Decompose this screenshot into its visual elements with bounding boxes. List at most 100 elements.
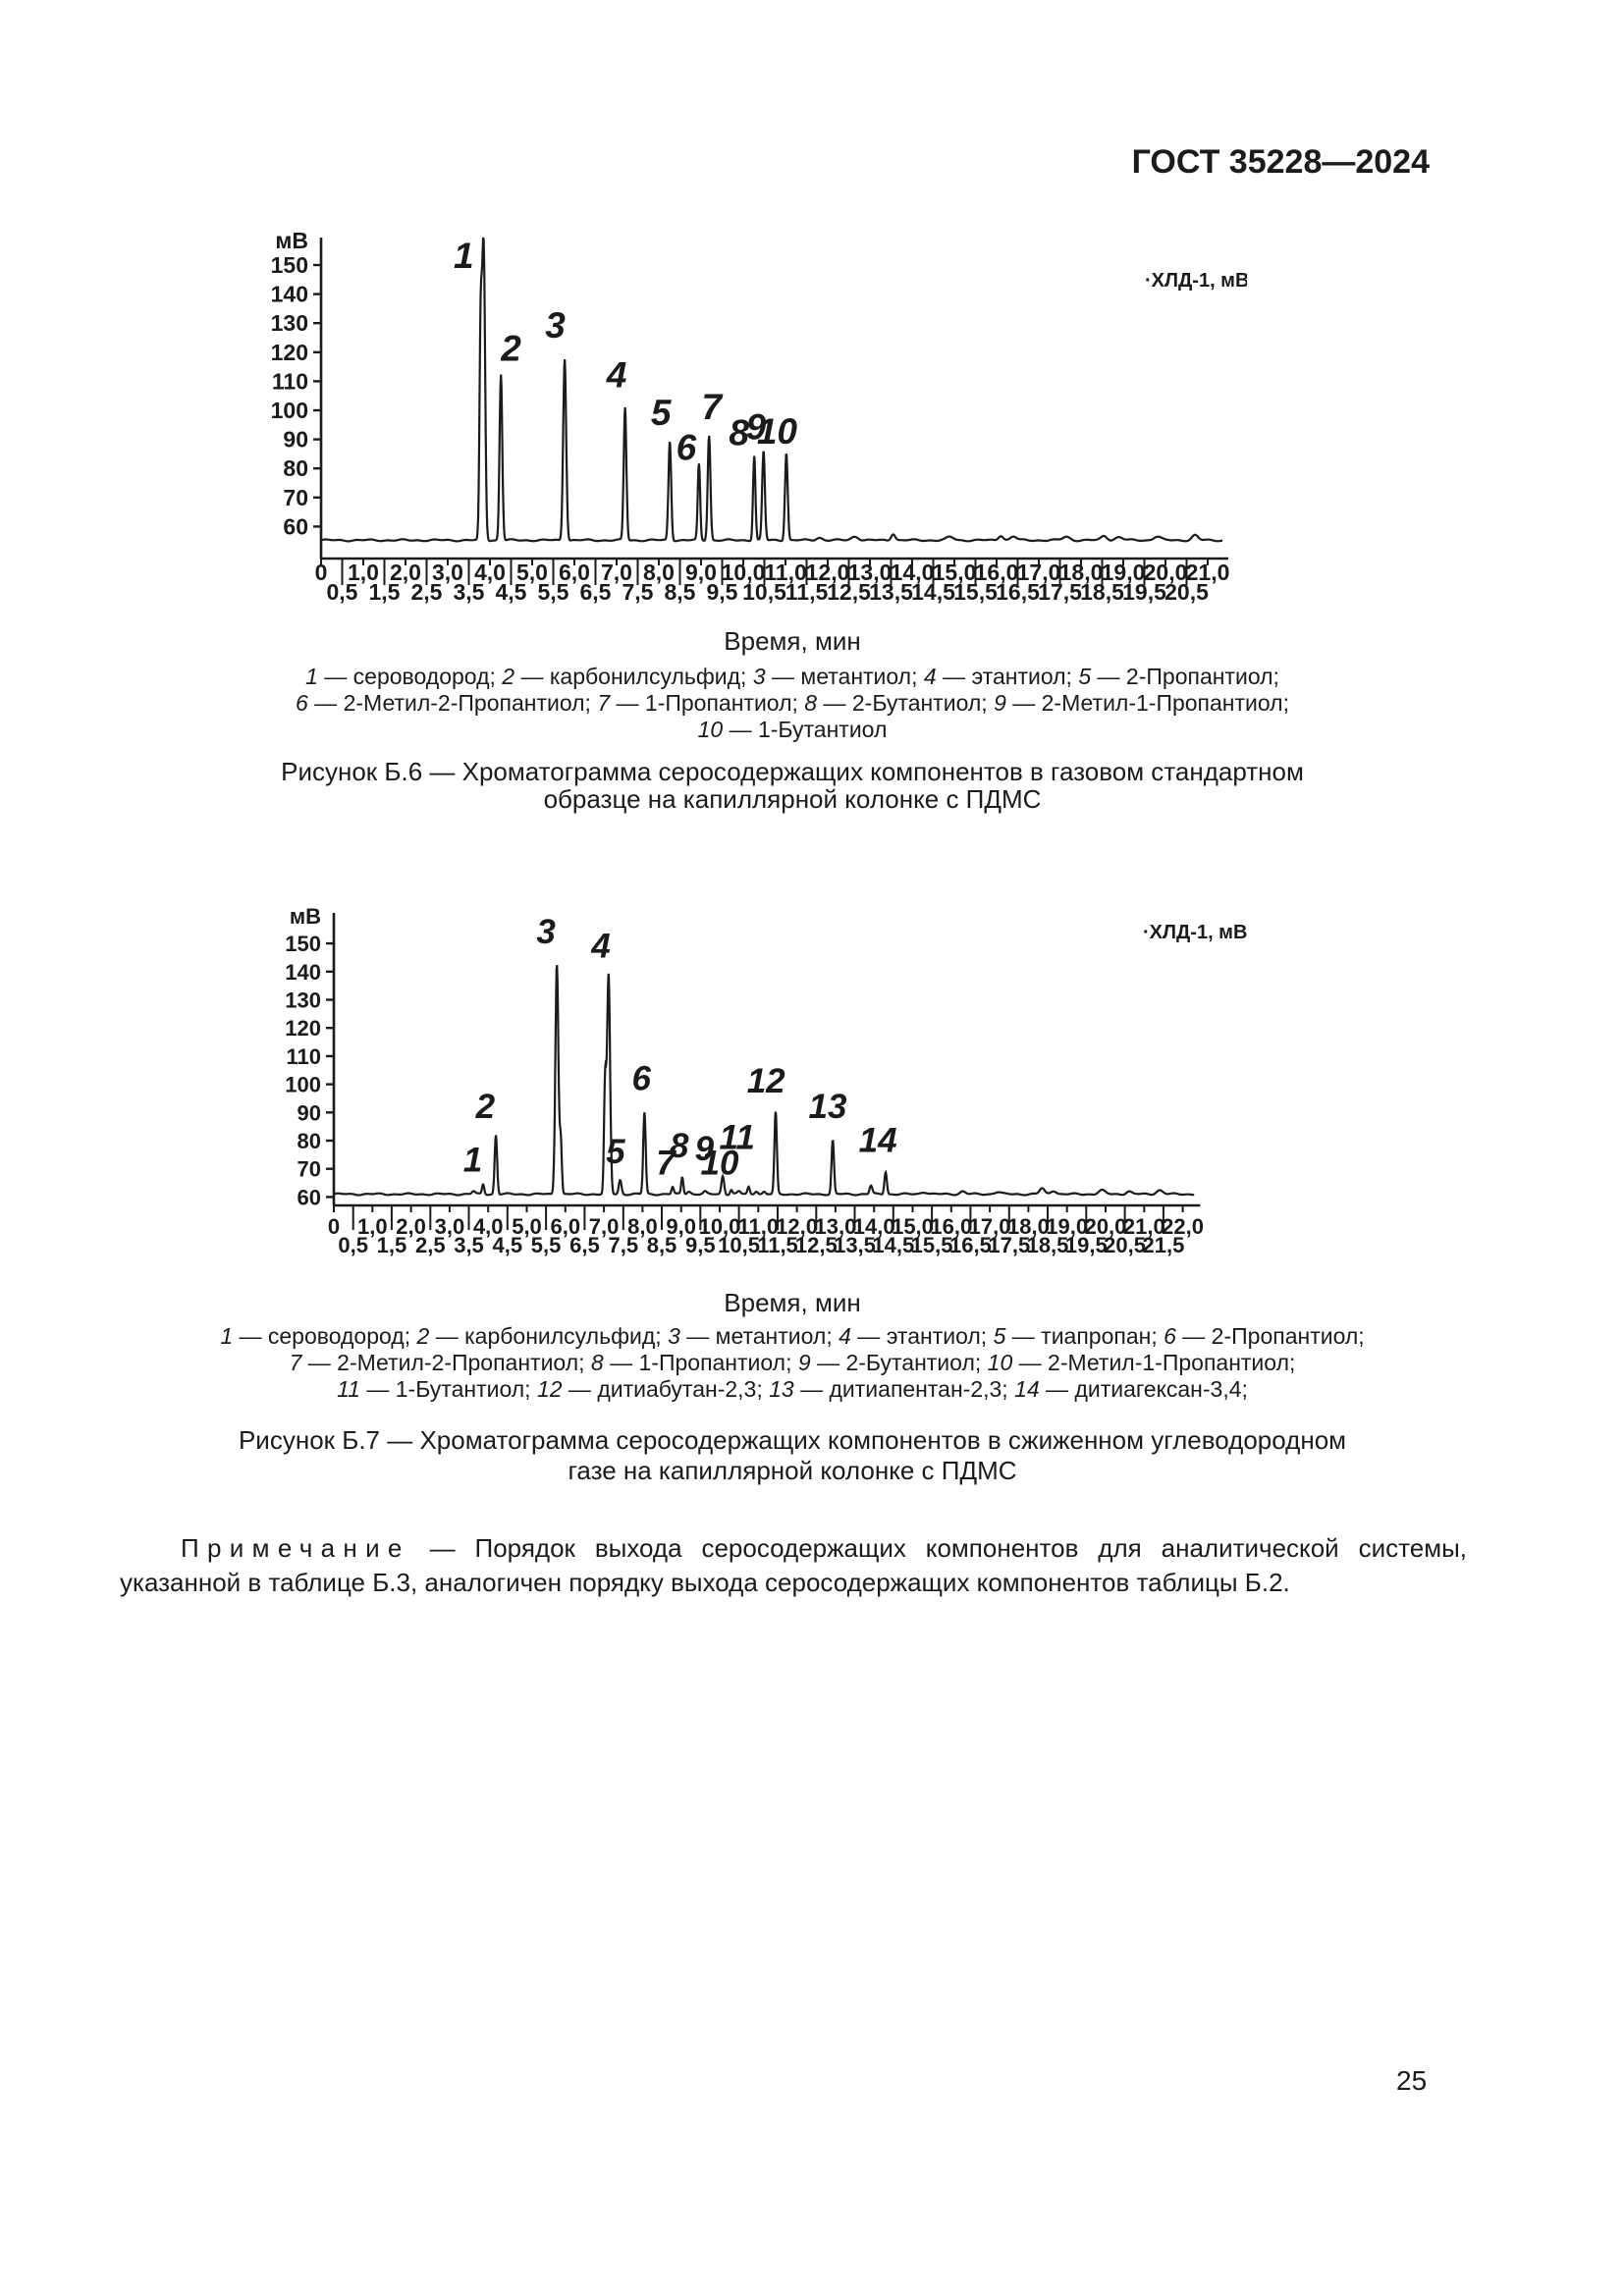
svg-text:60: 60	[283, 513, 308, 539]
caption-line: Рисунок Б.7 — Хроматограмма серосодержащ…	[238, 1425, 1347, 1455]
svg-text:3,0: 3,0	[435, 1214, 465, 1239]
peak-label: 12	[747, 1062, 785, 1100]
component-number: 3	[752, 664, 766, 689]
svg-text:17,5: 17,5	[988, 1233, 1030, 1257]
peak-label: 4	[606, 354, 627, 395]
component-name: — 2-Метил-1-Пропантиол;	[1005, 690, 1289, 716]
svg-text:0: 0	[328, 1214, 340, 1239]
svg-text:8,0: 8,0	[643, 560, 675, 585]
component-number: 7	[289, 1350, 302, 1375]
svg-text:15,0: 15,0	[892, 1214, 934, 1239]
svg-text:9,0: 9,0	[666, 1214, 696, 1239]
component-name: — 2-Бутантиол;	[817, 690, 995, 716]
component-name: — сероводород;	[233, 1323, 417, 1349]
svg-text:120: 120	[285, 1016, 321, 1041]
component-name: — 1-Пропантиол;	[610, 690, 805, 716]
component-number: 10	[987, 1350, 1013, 1375]
svg-text:13,0: 13,0	[814, 1214, 856, 1239]
caption-line: газе на капиллярной колонке с ПДМС	[568, 1456, 1017, 1485]
peak-label: 10	[701, 1144, 739, 1182]
svg-text:15,5: 15,5	[911, 1233, 953, 1257]
legend-line: 1 — сероводород; 2 — карбонилсульфид; 3 …	[120, 1323, 1465, 1350]
peak-label: 10	[757, 411, 798, 452]
svg-text:4,5: 4,5	[496, 579, 527, 605]
peak-label: 7	[702, 387, 725, 427]
peak-label: 2	[475, 1088, 496, 1126]
component-number: 5	[993, 1323, 1006, 1349]
component-name: — тиапропан;	[1005, 1323, 1164, 1349]
svg-text:80: 80	[283, 455, 308, 481]
x-axis: 0 1,0 2,0 3,0 4,0 5,0 6,0 7,0 8,0 9,0 10,011,012,0…	[315, 557, 1230, 605]
caption-line: Рисунок Б.6 — Хроматограмма серосодержащ…	[281, 757, 1304, 786]
svg-text:19,5: 19,5	[1065, 1233, 1108, 1257]
component-number: 6	[296, 690, 308, 716]
peak-label: 11	[720, 1119, 755, 1157]
peak-label: 5	[606, 1133, 625, 1171]
legend-line: 10 — 1-Бутантиол	[120, 717, 1465, 743]
svg-text:3,5: 3,5	[454, 579, 485, 605]
component-number: 13	[769, 1376, 794, 1402]
x-axis: 0 1,0 2,0 3,0 4,0 5,0 6,0 7,0 8,0 9,0 10,011,012,0…	[328, 1203, 1204, 1257]
component-name: — 2-Метил-2-Пропантиол;	[307, 690, 598, 716]
legend-line: 11 — 1-Бутантиол; 12 — дитиабутан-2,3; 1…	[120, 1376, 1465, 1403]
svg-text:1,5: 1,5	[369, 579, 401, 605]
svg-text:21,5: 21,5	[1142, 1233, 1184, 1257]
component-number: 5	[1078, 664, 1092, 689]
note-label: Примечание	[181, 1533, 410, 1563]
svg-text:16,0: 16,0	[975, 560, 1019, 585]
svg-text:21,0: 21,0	[1186, 560, 1230, 585]
svg-text:1,5: 1,5	[377, 1233, 407, 1257]
svg-text:2,5: 2,5	[415, 1233, 446, 1257]
svg-text:0: 0	[315, 560, 328, 585]
svg-text:18,0: 18,0	[1059, 560, 1104, 585]
svg-text:20,0: 20,0	[1144, 560, 1188, 585]
x-axis-title-b7: Время, мин	[724, 1288, 861, 1317]
chromatogram-trace	[320, 237, 1222, 543]
detector-legend: ·ХЛД-1, мВ	[1143, 922, 1247, 943]
svg-text:2,0: 2,0	[390, 560, 421, 585]
component-number: 10	[697, 717, 724, 742]
peak-label: 6	[631, 1059, 651, 1097]
y-axis: мВ 60 70 80 90 100 110 120 130 140 150	[285, 904, 336, 1209]
component-name: — 1-Бутантиол	[723, 717, 888, 742]
svg-text:110: 110	[272, 368, 308, 394]
component-name: — дитиапентан-2,3;	[793, 1376, 1015, 1402]
component-number: 4	[923, 664, 937, 689]
component-number: 8	[590, 1350, 604, 1375]
svg-text:7,0: 7,0	[601, 560, 632, 585]
svg-text:110: 110	[287, 1044, 322, 1069]
svg-text:10,5: 10,5	[742, 579, 786, 605]
svg-text:14,0: 14,0	[891, 560, 935, 585]
svg-text:19,0: 19,0	[1102, 560, 1146, 585]
svg-text:150: 150	[285, 932, 321, 956]
peak-label: 5	[651, 393, 673, 433]
svg-text:140: 140	[285, 960, 321, 985]
component-number: 6	[1164, 1323, 1176, 1349]
peak-label: 8	[670, 1127, 689, 1165]
svg-text:13,5: 13,5	[869, 579, 913, 605]
component-number: 7	[597, 690, 611, 716]
svg-text:1,0: 1,0	[357, 1214, 388, 1239]
component-name: — 2-Пропантиол;	[1091, 664, 1279, 689]
component-number: 2	[416, 1323, 430, 1349]
svg-text:13,0: 13,0	[848, 560, 893, 585]
svg-text:4,5: 4,5	[493, 1233, 523, 1257]
caption-line: образце на капиллярной колонке с ПДМС	[543, 784, 1042, 814]
y-axis-unit: мВ	[290, 904, 321, 929]
component-name: — метантиол;	[679, 1323, 839, 1349]
svg-text:10,5: 10,5	[718, 1233, 760, 1257]
svg-text:19,5: 19,5	[1122, 579, 1166, 605]
svg-text:9,5: 9,5	[685, 1233, 716, 1257]
svg-text:11,0: 11,0	[764, 560, 807, 585]
svg-text:90: 90	[283, 427, 308, 453]
svg-text:20,5: 20,5	[1104, 1233, 1146, 1257]
peak-label: 9	[746, 407, 767, 448]
svg-text:6,5: 6,5	[580, 579, 612, 605]
svg-text:12,5: 12,5	[827, 579, 871, 605]
svg-text:150: 150	[271, 252, 308, 278]
svg-text:9,5: 9,5	[707, 579, 738, 605]
svg-text:0,5: 0,5	[327, 579, 358, 605]
